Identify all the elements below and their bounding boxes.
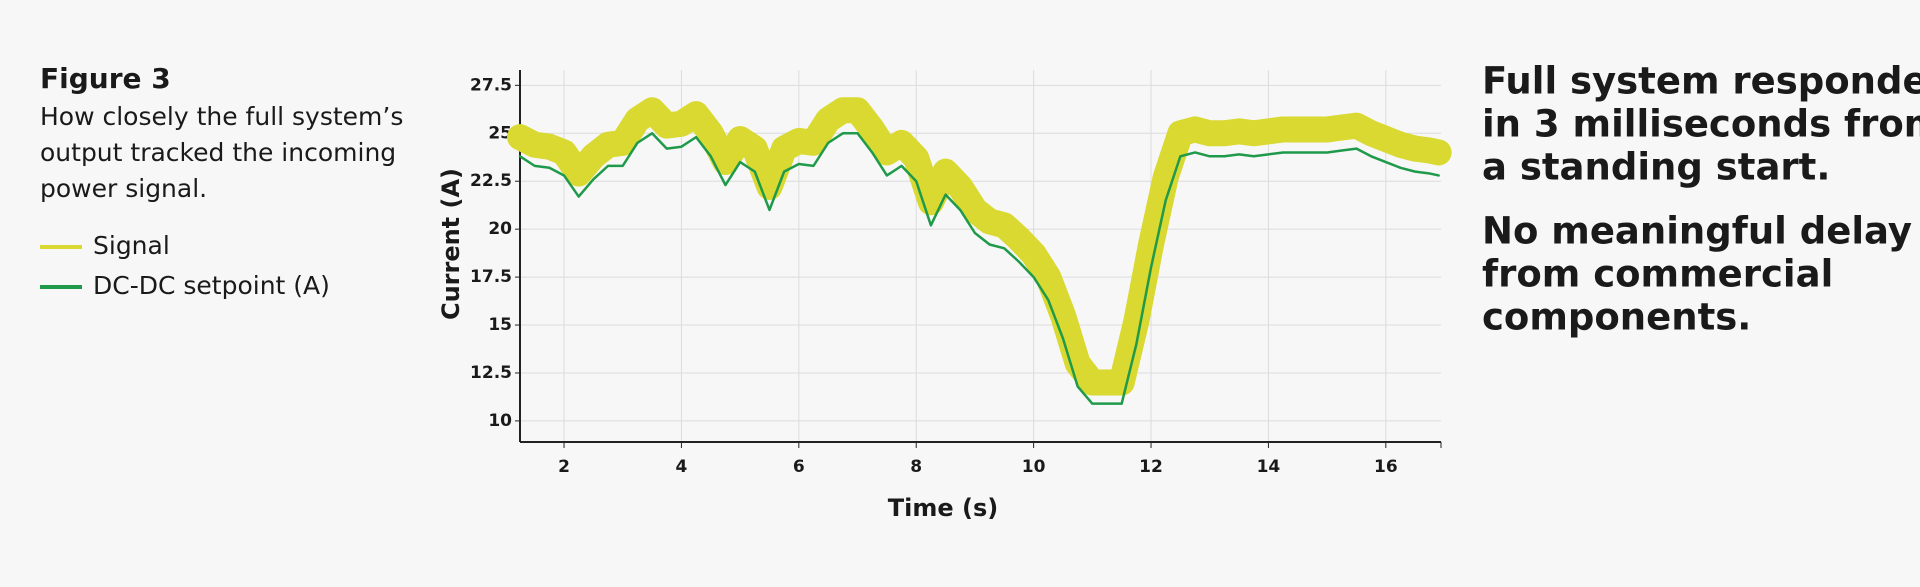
y-tick-label: 12.5 bbox=[470, 363, 512, 383]
description: power signal. bbox=[40, 174, 207, 203]
x-tick-label: 8 bbox=[910, 457, 922, 477]
x-axis-label: Time (s) bbox=[888, 494, 998, 522]
legend-label: Signal bbox=[93, 231, 170, 260]
legend-label: DC-DC setpoint (A) bbox=[93, 271, 330, 300]
description: How closely the full system’s bbox=[40, 102, 403, 131]
y-tick-label: 25 bbox=[488, 123, 512, 143]
figure-label: Figure 3 bbox=[40, 62, 171, 95]
y-tick-label: 10 bbox=[488, 411, 512, 431]
y-tick-label: 15 bbox=[488, 315, 512, 335]
x-tick-label: 6 bbox=[793, 457, 805, 477]
note: in 3 milliseconds from bbox=[1482, 103, 1920, 146]
y-tick-label: 17.5 bbox=[470, 267, 512, 287]
note: Full system responded bbox=[1482, 60, 1920, 103]
note: a standing start. bbox=[1482, 146, 1830, 189]
y-tick-label: 27.5 bbox=[470, 75, 512, 95]
note: No meaningful delay bbox=[1482, 210, 1912, 253]
y-tick-label: 20 bbox=[488, 219, 512, 239]
series-line bbox=[507, 97, 1452, 396]
x-tick-label: 2 bbox=[558, 457, 570, 477]
x-tick-label: 4 bbox=[676, 457, 688, 477]
y-axis-label: Current (A) bbox=[437, 168, 465, 320]
x-tick-label: 12 bbox=[1139, 457, 1163, 477]
y-tick-label: 22.5 bbox=[470, 171, 512, 191]
x-tick-label: 16 bbox=[1374, 457, 1398, 477]
note: components. bbox=[1482, 296, 1751, 339]
x-tick-label: 10 bbox=[1022, 457, 1046, 477]
description: output tracked the incoming bbox=[40, 138, 396, 167]
series-line bbox=[518, 132, 1440, 405]
note: from commercial bbox=[1482, 253, 1833, 296]
x-tick-label: 14 bbox=[1257, 457, 1281, 477]
